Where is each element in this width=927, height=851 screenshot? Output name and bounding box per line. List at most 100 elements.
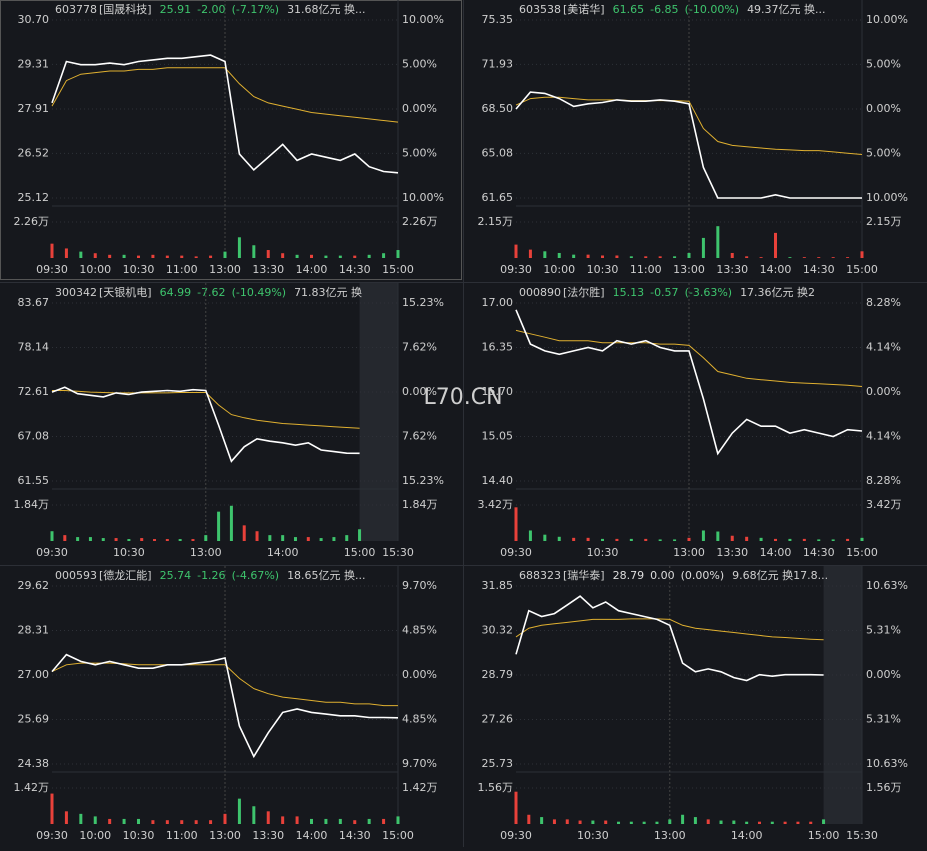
volume-bar (345, 535, 349, 541)
header-pct: (-10.00%) (685, 3, 740, 16)
volume-tick-label: 2.15万 (478, 215, 514, 228)
x-tick-label: 15:00 (382, 829, 414, 842)
volume-bar (557, 252, 561, 258)
volume-bar (266, 250, 270, 258)
x-tick-label: 14:00 (296, 263, 328, 276)
y-tick-label: 28.31 (18, 624, 50, 637)
volume-bar (572, 254, 576, 258)
x-tick-label: 15:30 (382, 546, 414, 559)
x-tick-label: 14:30 (803, 546, 835, 559)
header-info: 17.36亿元 换2 (740, 285, 815, 299)
volume-bar (79, 251, 83, 258)
volume-bar (178, 539, 182, 541)
volume-bar (783, 821, 787, 824)
volume-bar (209, 820, 213, 824)
volume-bar (796, 821, 800, 824)
y-tick-label: 16.35 (482, 341, 514, 354)
x-tick-label: 10:00 (79, 263, 111, 276)
y2-tick-label: 0.00% (866, 385, 901, 398)
average-line (515, 96, 863, 155)
header-name: [天银机电] (99, 285, 152, 299)
header-change: -1.26 (197, 569, 225, 582)
volume-bar (802, 538, 806, 541)
y2-tick-label: 4.14% (866, 430, 901, 443)
header-code: 000890 (519, 286, 561, 299)
volume-bar (324, 255, 328, 258)
header-change: -0.57 (650, 286, 678, 299)
volume-bar (552, 819, 556, 824)
volume-bar (527, 814, 531, 824)
volume-bar (658, 539, 662, 541)
header-price: 28.79 (613, 569, 645, 582)
volume-tick-label: 2.26万 (14, 215, 50, 228)
volume-bar (655, 821, 659, 824)
volume-bar (367, 818, 371, 824)
y2-tick-label: 10.63% (866, 757, 908, 770)
x-tick-label: 11:00 (166, 829, 198, 842)
volume-bar (831, 257, 835, 258)
volume-bar (668, 819, 672, 824)
volume-bar (586, 537, 590, 541)
header-name: [美诺华] (563, 2, 605, 16)
y2-tick-label: 10.63% (866, 579, 908, 592)
header-pct: (0.00%) (681, 569, 725, 582)
y-tick-label: 78.14 (18, 341, 50, 354)
y2-tick-label: 5.00% (866, 147, 901, 160)
stock-panel: 603538 [美诺华] 61.65 -6.85 (-10.00%) 49.37亿元 换.… (478, 0, 908, 276)
header-code: 603778 (55, 3, 97, 16)
average-line (51, 67, 399, 123)
volume-bar (140, 538, 144, 541)
volume-bar (601, 255, 604, 258)
volume-bar (324, 818, 328, 824)
y-tick-label: 29.31 (18, 57, 50, 70)
volume-bar (64, 811, 68, 824)
volume-bar (310, 254, 313, 258)
stock-header: 300342 [天银机电] 64.99 -7.62 (-10.49%) 71.83亿元 换 (55, 285, 362, 299)
volume-bar (165, 255, 169, 258)
price-line (51, 653, 399, 759)
volume-bar (332, 537, 336, 541)
y2-tick-label: 0.00% (402, 102, 437, 115)
header-name: [国晟科技] (99, 2, 152, 16)
volume-bar (268, 535, 272, 541)
volume-bar (759, 257, 763, 258)
volume-bar (153, 539, 157, 541)
volume-bar (194, 820, 198, 824)
x-tick-label: 13:00 (673, 263, 705, 276)
header-name: [德龙汇能] (99, 568, 152, 582)
x-tick-label: 10:30 (113, 546, 145, 559)
volume-bar (673, 256, 677, 258)
header-code: 300342 (55, 286, 97, 299)
volume-bar (860, 537, 864, 541)
volume-bar (353, 820, 357, 824)
y2-tick-label: 5.00% (402, 147, 437, 160)
y-tick-label: 71.93 (482, 57, 514, 70)
x-tick-label: 15:30 (846, 829, 878, 842)
volume-bar (774, 232, 777, 258)
volume-bar (63, 535, 67, 541)
volume-bar (180, 820, 184, 824)
volume-bar (79, 813, 83, 824)
stock-panel: 300342 [天银机电] 64.99 -7.62 (-10.49%) 71.83亿元 换… (14, 283, 444, 559)
volume-bar (108, 254, 112, 258)
volume-bar (310, 818, 313, 824)
volume-bar (716, 226, 720, 258)
header-price: 15.13 (613, 286, 645, 299)
volume-bar (757, 821, 761, 824)
average-line (51, 662, 398, 707)
y-tick-label: 83.67 (18, 296, 50, 309)
x-tick-label: 14:30 (339, 829, 371, 842)
header-change: 0.00 (650, 569, 675, 582)
volume-tick-label: 1.84万 (402, 498, 438, 511)
header-price: 64.99 (160, 286, 192, 299)
header-name: [瑞华泰] (563, 568, 605, 582)
volume-bar (557, 536, 561, 541)
volume-bar (822, 819, 826, 824)
volume-bar (295, 254, 299, 258)
y-tick-label: 25.12 (18, 191, 50, 204)
price-line (515, 309, 863, 456)
volume-bar (617, 821, 621, 824)
volume-bar (101, 538, 105, 541)
stock-header: 603538 [美诺华] 61.65 -6.85 (-10.00%) 49.37亿元 换.… (519, 2, 826, 16)
y2-tick-label: 8.28% (866, 474, 901, 487)
